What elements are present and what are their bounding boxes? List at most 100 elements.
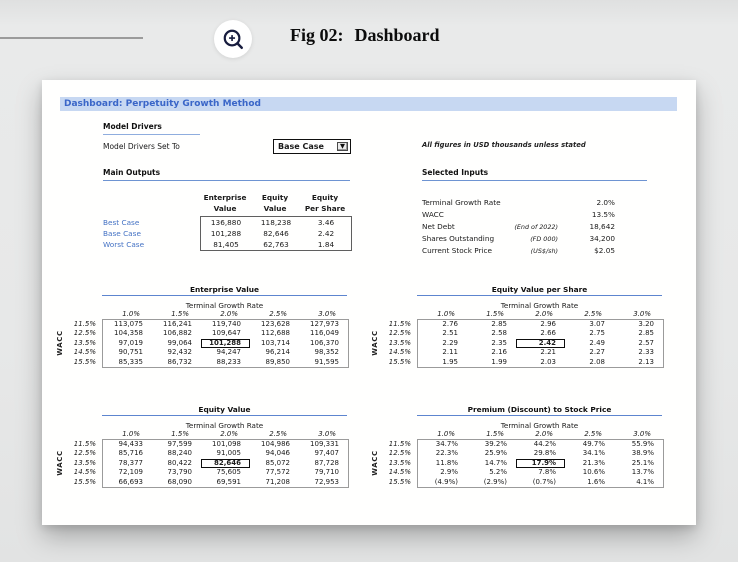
worst-case-link[interactable]: Worst Case: [103, 240, 145, 249]
main-outputs-table: 136,880 118,238 3.46 101,288 82,646 2.42…: [200, 216, 352, 251]
column-header: Equity Per Share: [300, 192, 350, 214]
sensitivity-cell: 94,247: [216, 348, 242, 357]
best-case-link[interactable]: Best Case: [103, 218, 140, 227]
sensitivity-cell: 2.58: [491, 329, 507, 338]
sensitivity-cell: 97,407: [314, 449, 340, 458]
row-header: 11.5%: [388, 440, 411, 448]
dashboard-sheet: Dashboard: Perpetuity Growth Method Mode…: [42, 80, 696, 525]
sensitivity-cell: 2.85: [491, 320, 507, 328]
sensitivity-cell: 80,422: [167, 458, 193, 467]
sensitivity-cell: 72,953: [314, 477, 340, 486]
sensitivity-cell: 78,377: [118, 458, 144, 467]
column-header: Enterprise Value: [200, 192, 250, 214]
sensitivity-cell: 2.13: [638, 357, 654, 366]
column-header-line: Per Share: [304, 204, 346, 213]
sensitivity-cell: 3.07: [589, 320, 605, 328]
sensitivity-cell: 3.20: [638, 320, 654, 328]
sensitivity-cell: 127,973: [310, 320, 339, 328]
column-header: Equity Value: [250, 192, 300, 214]
wacc-axis-label: WACC: [56, 450, 64, 476]
sensitivity-cell: 116,241: [163, 320, 192, 328]
sensitivity-cell: 94,433: [118, 440, 144, 448]
sensitivity-cell: 91,595: [314, 357, 340, 366]
row-header: 15.5%: [388, 357, 411, 366]
sensitivity-cell: 73,790: [167, 468, 193, 477]
sensitivity-cell: 22.3%: [435, 449, 458, 458]
sensitivity-cell: 92,432: [167, 348, 193, 357]
output-cell: 82,646: [263, 229, 289, 238]
column-header-line: Equity: [311, 193, 339, 202]
sensitivity-cell: 29.8%: [533, 449, 556, 458]
figure-title: Dashboard: [354, 25, 440, 45]
sensitivity-cell: 2.51: [442, 329, 458, 338]
sensitivity-column-headers: 1.0% 1.5% 2.0% 2.5% 3.0%: [417, 430, 662, 439]
sensitivity-cell: 2.66: [540, 329, 556, 338]
scenario-dropdown[interactable]: Base Case ▼: [273, 139, 351, 154]
column-header: 2.5%: [584, 430, 602, 438]
sheet-title: Dashboard: Perpetuity Growth Method: [60, 97, 677, 111]
column-header: 2.5%: [269, 430, 287, 438]
sensitivity-cell: 14.7%: [484, 458, 507, 467]
sensitivity-cell: 106,370: [310, 338, 339, 347]
output-cell: 81,405: [213, 240, 239, 249]
row-header: 15.5%: [73, 477, 96, 486]
figure-caption: Fig 02: Dashboard: [290, 25, 440, 46]
output-cell: 3.46: [317, 218, 335, 227]
column-header: 1.5%: [171, 310, 189, 318]
output-cell: 101,288: [210, 229, 242, 238]
column-header: 2.0%: [220, 310, 238, 318]
input-note: (End of 2022): [514, 222, 558, 231]
wacc-axis-label: WACC: [371, 330, 379, 356]
sensitivity-cell: 25.9%: [484, 449, 507, 458]
column-header: 1.0%: [437, 310, 455, 318]
sensitivity-cell: 98,352: [314, 348, 340, 357]
sensitivity-cell: 2.33: [638, 348, 654, 357]
input-value: 34,200: [589, 234, 615, 243]
column-header: 3.0%: [318, 310, 336, 318]
sensitivity-cell: 104,986: [261, 440, 290, 448]
row-header: 12.5%: [388, 329, 411, 338]
header-rule: [0, 37, 143, 39]
sensitivity-cell: 85,335: [118, 357, 144, 366]
sensitivity-cell: 13.7%: [631, 468, 654, 477]
sensitivity-cell: 2.76: [442, 320, 458, 328]
input-row: WACC 13.5%: [422, 209, 615, 220]
sensitivity-cell: 11.8%: [435, 458, 458, 467]
sensitivity-cell: 2.9%: [440, 468, 458, 477]
sensitivity-cell: 94,046: [265, 449, 291, 458]
row-header: 12.5%: [73, 329, 96, 338]
terminal-growth-rate-label: Terminal Growth Rate: [185, 301, 264, 310]
base-case-link[interactable]: Base Case: [103, 229, 141, 238]
column-header-line: Enterprise: [203, 193, 247, 202]
sensitivity-cell: 7.8%: [538, 468, 556, 477]
wacc-axis-label: WACC: [56, 330, 64, 356]
sensitivity-cell: 2.21: [540, 348, 556, 357]
sensitivity-table-title: Equity Value: [102, 405, 347, 416]
row-header: 11.5%: [73, 440, 96, 448]
sensitivity-cell: 79,710: [314, 468, 340, 477]
row-header: 13.5%: [73, 458, 96, 467]
input-label: Shares Outstanding: [422, 234, 495, 243]
zoom-badge[interactable]: [214, 20, 252, 58]
row-header: 12.5%: [73, 449, 96, 458]
sensitivity-cell: 66,693: [118, 477, 144, 486]
figures-note: All figures in USD thousands unless stat…: [422, 141, 586, 149]
sensitivity-cell: 25.1%: [631, 458, 654, 467]
sensitivity-cell: 2.35: [491, 338, 507, 347]
sensitivity-cell: 10.6%: [582, 468, 605, 477]
column-header: 3.0%: [633, 310, 651, 318]
dropdown-arrow-button[interactable]: ▼: [337, 142, 348, 151]
terminal-growth-rate-label: Terminal Growth Rate: [185, 421, 264, 430]
sensitivity-grid: 2.76 2.85 2.96 3.07 3.20 2.51 2.58 2.66 2.75 2.85…: [417, 319, 664, 368]
column-header: 2.0%: [220, 430, 238, 438]
sensitivity-cell: 2.96: [540, 320, 556, 328]
sensitivity-table-equity-value-per-share: Equity Value per Share Terminal Growth Ra…: [371, 285, 664, 371]
input-note: (US$/sh): [530, 246, 558, 255]
sensitivity-cell: 87,728: [314, 458, 340, 467]
input-label: WACC: [422, 210, 444, 219]
sensitivity-cell: (2.9%): [483, 477, 507, 486]
sensitivity-cell: 75,605: [216, 468, 242, 477]
input-row: Shares Outstanding (FD 000) 34,200: [422, 233, 615, 244]
input-value: 18,642: [589, 222, 615, 231]
magnifier-zoom-in-icon: [223, 29, 243, 49]
